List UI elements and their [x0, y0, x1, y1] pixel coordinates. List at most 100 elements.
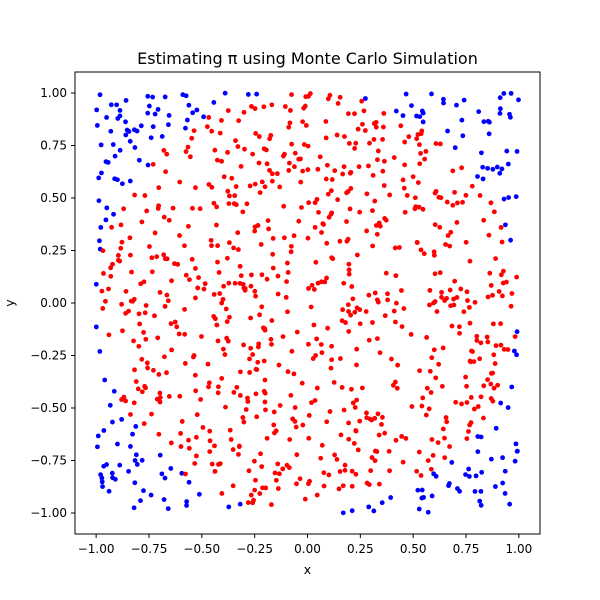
- inside-point: [376, 432, 382, 438]
- inside-point: [257, 491, 263, 496]
- inside-point: [224, 319, 230, 325]
- inside-point: [344, 219, 349, 224]
- inside-point: [481, 383, 487, 389]
- inside-point: [223, 404, 228, 410]
- outside-point: [429, 91, 434, 97]
- inside-point: [393, 319, 398, 325]
- inside-point: [357, 321, 363, 327]
- y-tick-label: 1.00: [40, 86, 67, 100]
- inside-point: [253, 366, 259, 372]
- inside-point: [288, 249, 294, 255]
- inside-point: [339, 385, 345, 390]
- inside-point: [109, 224, 115, 230]
- inside-point: [190, 205, 195, 211]
- inside-point: [356, 164, 362, 170]
- outside-point: [485, 165, 490, 171]
- outside-point: [99, 170, 104, 176]
- inside-point: [131, 338, 136, 344]
- inside-point: [115, 257, 121, 263]
- inside-point: [488, 283, 494, 288]
- inside-point: [179, 419, 185, 424]
- outside-point: [237, 501, 243, 507]
- inside-point: [474, 333, 480, 339]
- inside-point: [311, 287, 317, 292]
- inside-point: [214, 222, 219, 228]
- inside-point: [352, 405, 358, 410]
- outside-point: [184, 499, 190, 504]
- inside-point: [212, 147, 218, 153]
- inside-point: [185, 144, 191, 150]
- inside-point: [193, 388, 199, 394]
- inside-point: [415, 180, 421, 186]
- inside-point: [468, 395, 474, 400]
- inside-point: [306, 341, 311, 347]
- inside-point: [408, 332, 414, 337]
- inside-point: [252, 487, 258, 493]
- y-axis-ticks: −1.00 −0.75 −0.50 −0.25 0.00 0.25 0.50 0.75 1.00: [30, 86, 75, 520]
- inside-point: [272, 470, 278, 476]
- inside-point: [241, 342, 246, 348]
- inside-point: [488, 396, 494, 401]
- inside-point: [418, 151, 423, 156]
- inside-point: [152, 230, 158, 236]
- inside-point: [380, 124, 386, 130]
- inside-point: [215, 259, 220, 265]
- inside-point: [323, 135, 329, 141]
- inside-point: [341, 280, 347, 286]
- inside-point: [299, 205, 304, 210]
- chart-title: Estimating π using Monte Carlo Simulatio…: [137, 49, 478, 68]
- inside-point: [226, 280, 232, 286]
- outside-point: [133, 424, 139, 429]
- inside-point: [270, 236, 276, 241]
- outside-point: [145, 110, 151, 116]
- inside-point: [133, 379, 139, 384]
- inside-point: [233, 184, 239, 189]
- inside-point: [418, 131, 424, 137]
- outside-point: [506, 195, 511, 200]
- inside-point: [324, 275, 329, 281]
- inside-point: [395, 362, 401, 368]
- inside-point: [463, 374, 468, 380]
- inside-point: [438, 195, 444, 201]
- inside-point: [404, 193, 410, 198]
- outside-point: [117, 108, 123, 113]
- inside-point: [151, 367, 156, 373]
- inside-point: [100, 306, 106, 311]
- outside-point: [141, 488, 146, 494]
- inside-point: [187, 154, 193, 160]
- inside-point: [428, 390, 434, 395]
- inside-point: [316, 209, 321, 215]
- inside-point: [443, 242, 448, 247]
- inside-point: [287, 120, 293, 126]
- inside-point: [286, 160, 292, 166]
- inside-point: [340, 307, 346, 313]
- inside-point: [364, 480, 370, 486]
- inside-point: [264, 161, 270, 167]
- inside-point: [221, 174, 227, 180]
- inside-point: [292, 150, 298, 156]
- inside-point: [372, 198, 378, 204]
- inside-point: [312, 200, 318, 206]
- y-tick-label: 0.50: [40, 191, 67, 205]
- inside-point: [337, 238, 343, 244]
- inside-point: [424, 335, 430, 340]
- inside-point: [169, 278, 174, 284]
- inside-point: [375, 157, 380, 163]
- outside-point: [98, 142, 104, 148]
- outside-point: [99, 475, 105, 481]
- outside-point: [183, 125, 188, 131]
- inside-point: [398, 123, 404, 129]
- inside-point: [123, 288, 129, 294]
- inside-point: [334, 457, 340, 462]
- inside-point: [220, 296, 226, 302]
- inside-point: [231, 389, 237, 395]
- inside-point: [328, 365, 334, 371]
- inside-point: [263, 407, 268, 413]
- inside-point: [223, 306, 229, 312]
- inside-point: [214, 322, 220, 328]
- inside-point: [238, 163, 244, 169]
- inside-point: [265, 218, 271, 224]
- outside-point: [493, 484, 498, 489]
- outside-point: [371, 508, 377, 514]
- inside-point: [248, 283, 254, 289]
